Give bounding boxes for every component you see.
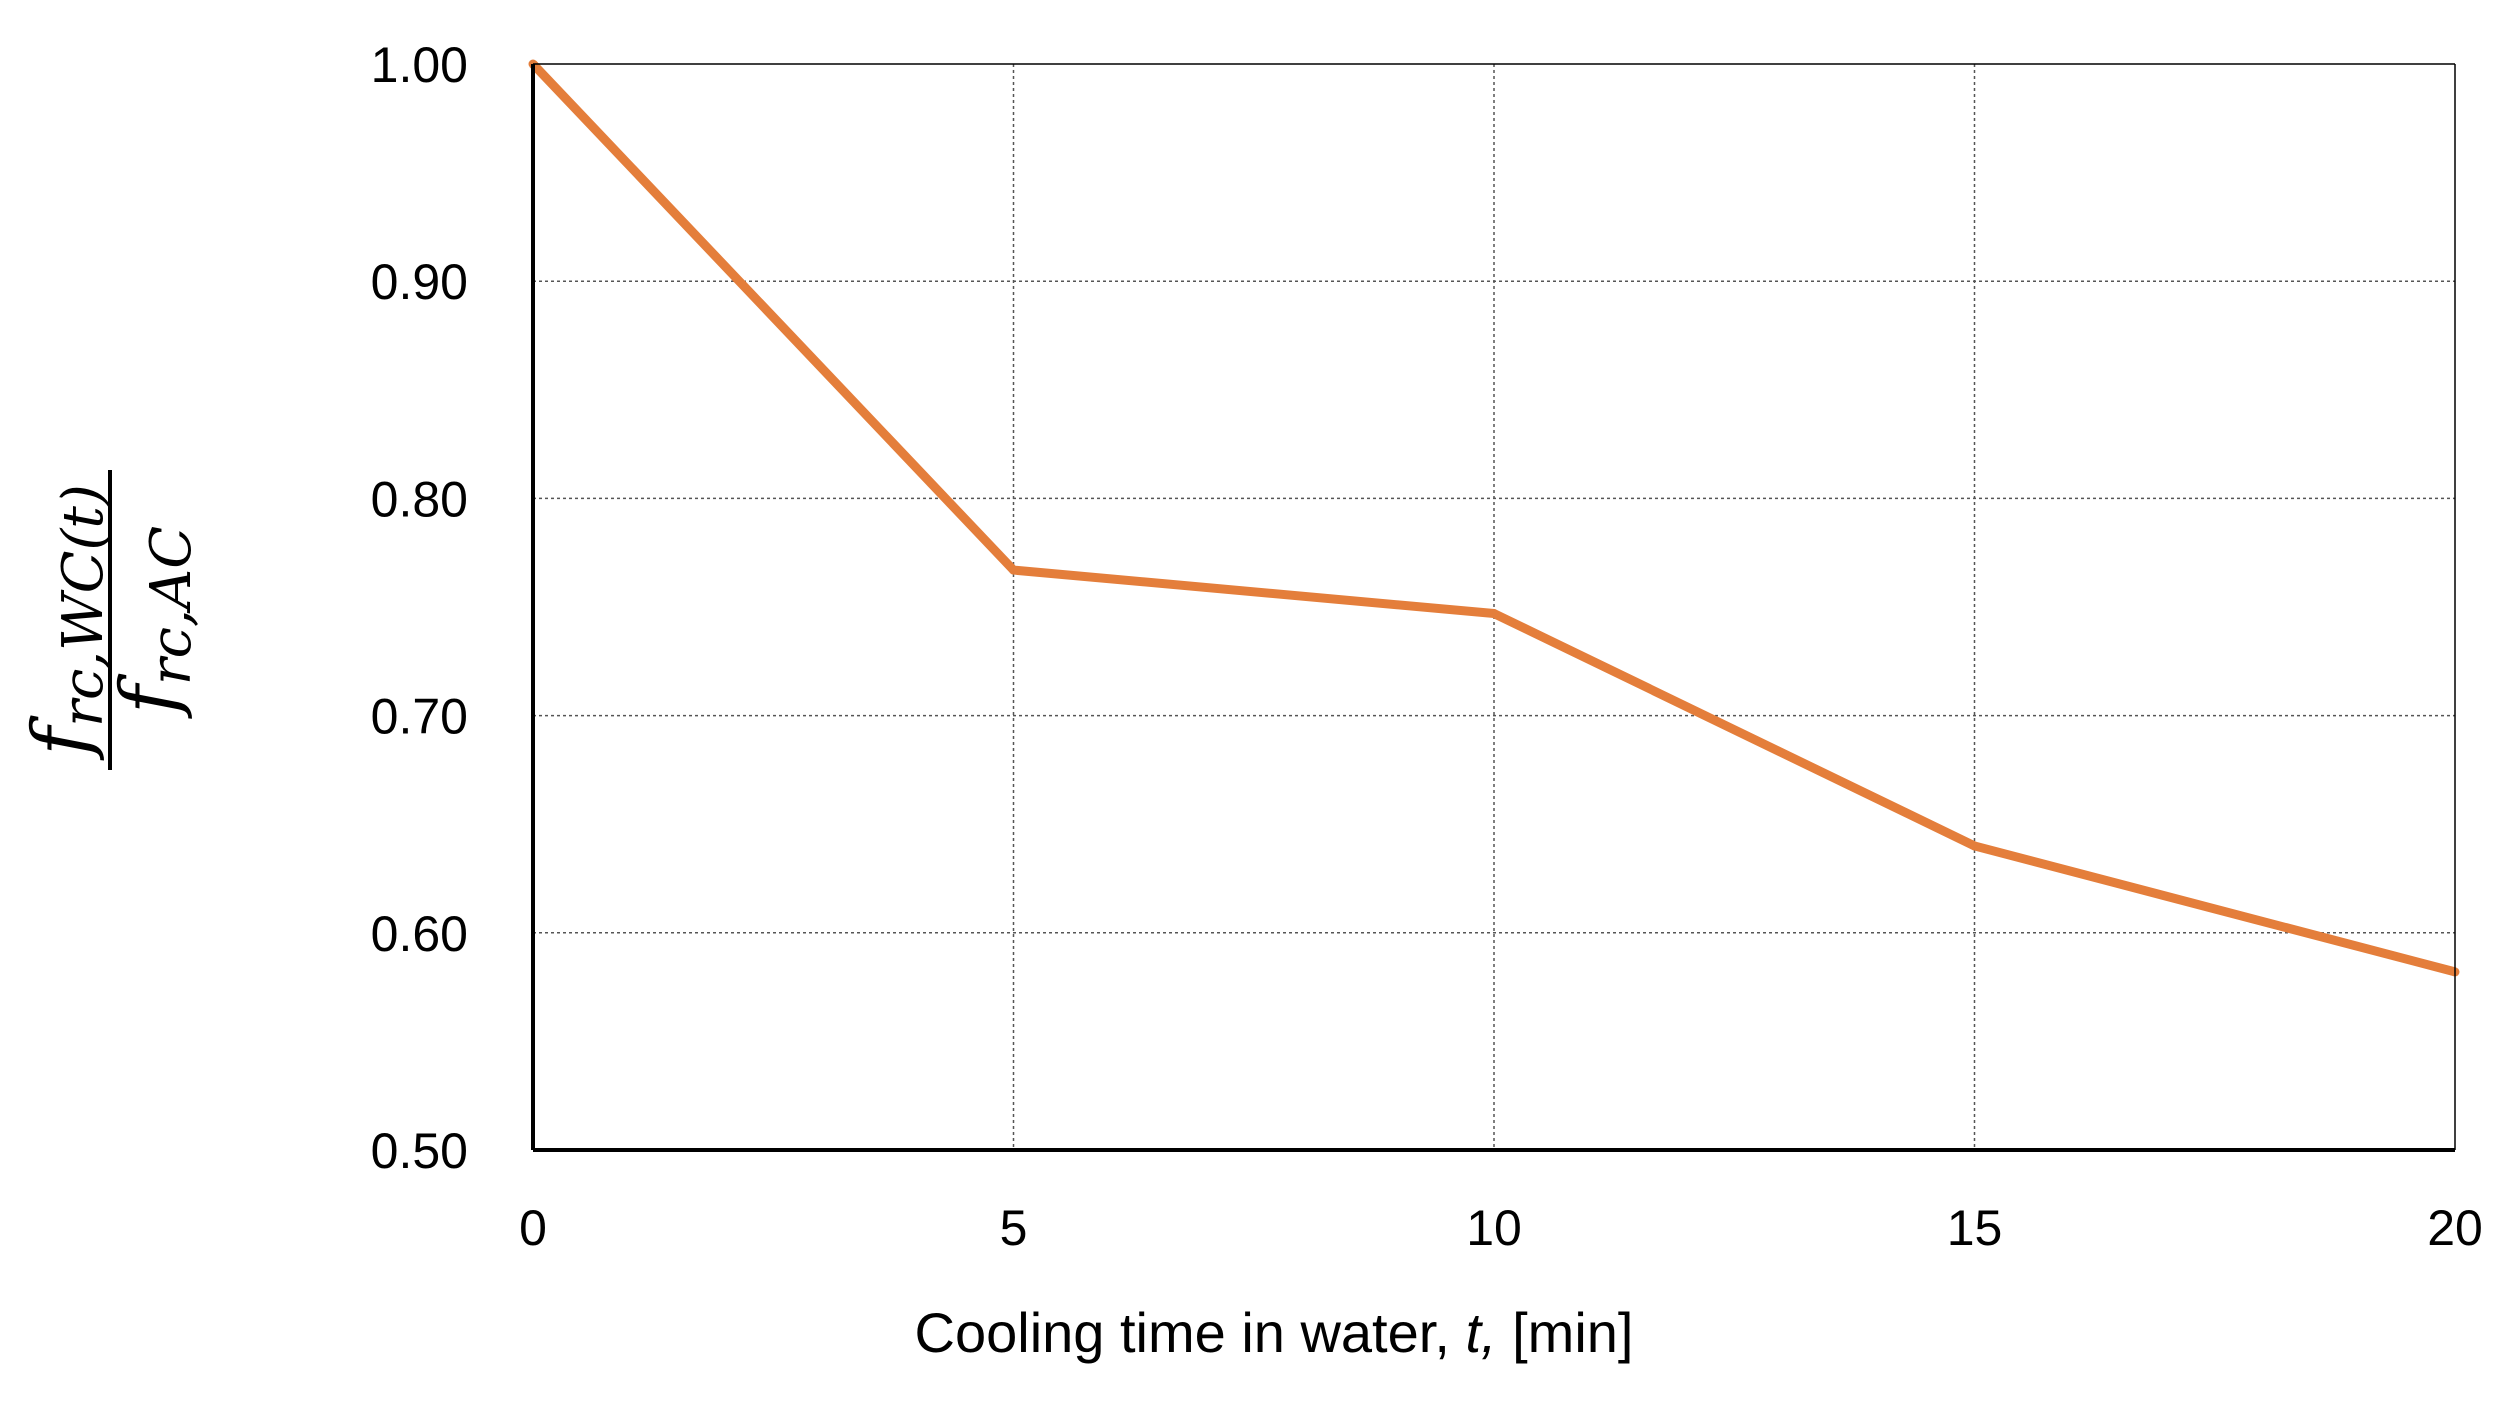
y-axis-numerator-sub: rc,WC(t) bbox=[51, 484, 116, 727]
y-tick-label: 1.00 bbox=[371, 37, 468, 93]
x-axis-title-variable: t, bbox=[1465, 1301, 1496, 1364]
x-tick-label: 15 bbox=[1947, 1200, 2003, 1256]
y-axis-title: frc,WC(t) frc,AC bbox=[17, 470, 204, 770]
x-tick-label: 0 bbox=[519, 1200, 547, 1256]
data-point bbox=[1970, 841, 1979, 851]
x-tick-label: 5 bbox=[1000, 1200, 1028, 1256]
y-tick-label: 0.80 bbox=[371, 471, 468, 527]
grid-lines bbox=[533, 64, 2455, 1150]
x-axis-title-prefix: Cooling time in water, bbox=[915, 1301, 1466, 1364]
data-point bbox=[1009, 565, 1018, 575]
x-axis-title: Cooling time in water, t, [min] bbox=[915, 1301, 1634, 1364]
series-line bbox=[529, 60, 2457, 977]
y-axis-denominator: frc,AC bbox=[105, 526, 204, 719]
x-axis-title-unit: [min] bbox=[1497, 1301, 1634, 1364]
y-tick-label: 0.70 bbox=[371, 689, 468, 745]
y-tick-label: 0.50 bbox=[371, 1123, 468, 1179]
x-tick-label: 20 bbox=[2427, 1200, 2483, 1256]
y-tick-label: 0.90 bbox=[371, 254, 468, 310]
tick-labels: 0 5 10 15 20 0.50 0.60 0.70 0.80 0.90 1.00 bbox=[371, 37, 2483, 1256]
x-tick-label: 10 bbox=[1466, 1200, 1522, 1256]
y-axis-denominator-sub: rc,AC bbox=[139, 526, 204, 685]
data-point bbox=[1489, 609, 1499, 619]
y-axis-numerator: frc,WC(t) bbox=[17, 484, 116, 760]
y-tick-label: 0.60 bbox=[371, 906, 468, 962]
axes bbox=[531, 63, 2456, 1152]
